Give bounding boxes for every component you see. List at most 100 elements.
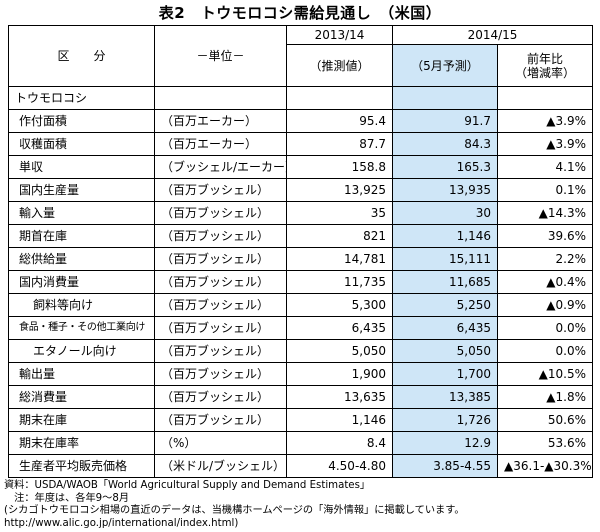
row-change: ▲14.3% [496,201,594,225]
section-empty-chg [496,86,594,110]
row-change: 0.0% [496,316,594,340]
row-value-2013-14: 95.4 [286,109,393,133]
row-value-2014-15: 1,700 [392,362,498,386]
row-item: 期末在庫 [8,408,155,432]
section-row: トウモロコシ [8,86,594,110]
supply-demand-table: 区 分 －単位－ 2013/14 2014/15 （推測値） （5月予測） 前年… [8,25,594,478]
row-value-2013-14: 5,050 [286,339,393,363]
header-unit: －単位－ [154,25,287,87]
header-estimate: （推測値） [286,44,393,87]
row-item: 国内生産量 [8,178,155,202]
row-value-2014-15: 6,435 [392,316,498,340]
row-change: 4.1% [496,155,594,179]
row-change: 0.0% [496,339,594,363]
row-change: ▲0.4% [496,270,594,294]
notes: 資料：USDA/WAOB「World Agricultural Supply a… [4,480,596,530]
row-value-2013-14: 1,900 [286,362,393,386]
table-row: 作付面積 （百万エーカー） 95.4 91.7 ▲3.9% [8,109,594,133]
website-url[interactable]: http://www.alic.go.jp/international/inde… [4,517,239,529]
row-value-2013-14: 5,300 [286,293,393,317]
row-value-2014-15: 5,050 [392,339,498,363]
section-empty-v1 [286,86,393,110]
row-item: 総消費量 [8,385,155,409]
row-value-2013-14: 821 [286,224,393,248]
row-item: 輸入量 [8,201,155,225]
row-item: 総供給量 [8,247,155,271]
table-title: 表2 トウモロコシ需給見通し （米国） [158,4,442,22]
section-empty-unit [154,86,287,110]
row-unit: （百万ブッシェル） [154,178,287,202]
row-value-2014-15: 11,685 [392,270,498,294]
row-value-2014-15: 12.9 [392,431,498,455]
table-row: 期末在庫率 （%） 8.4 12.9 53.6% [8,431,594,455]
row-value-2013-14: 13,925 [286,178,393,202]
row-item: 輸出量 [8,362,155,386]
row-value-2013-14: 87.7 [286,132,393,156]
row-value-2014-15: 3.85-4.55 [392,454,498,478]
row-item: エタノール向け [8,339,155,363]
table-row: 期首在庫 （百万ブッシェル） 821 1,146 39.6% [8,224,594,248]
row-value-2013-14: 35 [286,201,393,225]
row-change: ▲36.1-▲30.3% [496,454,594,478]
row-item: 単収 [8,155,155,179]
header-change: 前年比 （増減率） [496,44,594,87]
row-value-2014-15: 30 [392,201,498,225]
table-row: 国内消費量 （百万ブッシェル） 11,735 11,685 ▲0.4% [8,270,594,294]
source-note: 資料：USDA/WAOB「World Agricultural Supply a… [4,480,371,491]
header-row-sub: （推測値） （5月予測） 前年比 （増減率） [9,44,594,87]
row-unit: （百万ブッシェル） [154,247,287,271]
row-item: 期末在庫率 [8,431,155,455]
row-item: 飼料等向け [8,293,155,317]
website-note: (シカゴトウモロコシ相場の直近のデータは、当機構ホームページの「海外情報」に掲載… [4,505,465,516]
header-year-2014-15: 2014/15 [391,25,594,45]
row-value-2013-14: 13,635 [286,385,393,409]
table-row: 収穫面積 （百万エーカー） 87.7 84.3 ▲3.9% [8,132,594,156]
section-label: トウモロコシ [8,86,155,110]
row-unit: （百万ブッシェル） [154,293,287,317]
row-unit: （百万ブッシェル） [154,362,287,386]
row-value-2014-15: 91.7 [392,109,498,133]
row-value-2014-15: 15,111 [392,247,498,271]
row-value-2013-14: 6,435 [286,316,393,340]
header-change-line1: 前年比 [527,51,564,66]
header-row-years: 区 分 －単位－ 2013/14 2014/15 [8,25,594,87]
row-value-2013-14: 11,735 [286,270,393,294]
row-value-2013-14: 1,146 [286,408,393,432]
table-row: 生産者平均販売価格 （米ドル/ブッシェル） 4.50-4.80 3.85-4.55 ▲3… [8,454,594,478]
row-item: 期首在庫 [8,224,155,248]
row-item: 国内消費量 [8,270,155,294]
table-row: 輸入量 （百万ブッシェル） 35 30 ▲14.3% [8,201,594,225]
row-unit: （百万ブッシェル） [154,270,287,294]
row-change: ▲3.9% [496,109,594,133]
row-value-2013-14: 158.8 [286,155,393,179]
table-row: 食品・種子・その他工業向け （百万ブッシェル） 6,435 6,435 0.0% [8,316,594,340]
table-row: 総消費量 （百万ブッシェル） 13,635 13,385 ▲1.8% [8,385,594,409]
row-unit: （百万ブッシェル） [154,201,287,225]
row-change: 0.1% [496,178,594,202]
row-change: ▲10.5% [496,362,594,386]
row-unit: （百万ブッシェル） [154,316,287,340]
row-value-2014-15: 1,146 [392,224,498,248]
row-change: 2.2% [496,247,594,271]
row-unit: （%） [154,431,287,455]
row-change: ▲3.9% [496,132,594,156]
row-value-2014-15: 84.3 [392,132,498,156]
row-value-2014-15: 1,726 [392,408,498,432]
row-unit: （百万エーカー） [154,132,287,156]
table-row: 総供給量 （百万ブッシェル） 14,781 15,111 2.2% [8,247,594,271]
table-row: 期末在庫 （百万ブッシェル） 1,146 1,726 50.6% [8,408,594,432]
row-unit: （ブッシェル/エーカー） [154,155,287,179]
header-forecast: （5月予測） [392,44,498,87]
table-row: エタノール向け （百万ブッシェル） 5,050 5,050 0.0% [8,339,594,363]
row-item: 生産者平均販売価格 [8,454,155,478]
header-change-line2: （増減率） [515,65,576,80]
row-unit: （百万ブッシェル） [154,385,287,409]
row-value-2013-14: 4.50-4.80 [286,454,393,478]
row-value-2014-15: 5,250 [392,293,498,317]
row-unit: （百万ブッシェル） [154,339,287,363]
row-item: 食品・種子・その他工業向け [8,316,155,340]
table-row: 輸出量 （百万ブッシェル） 1,900 1,700 ▲10.5% [8,362,594,386]
row-value-2014-15: 165.3 [392,155,498,179]
row-change: 50.6% [496,408,594,432]
fiscal-year-note: 注：年度は、各年9～8月 [4,492,130,504]
